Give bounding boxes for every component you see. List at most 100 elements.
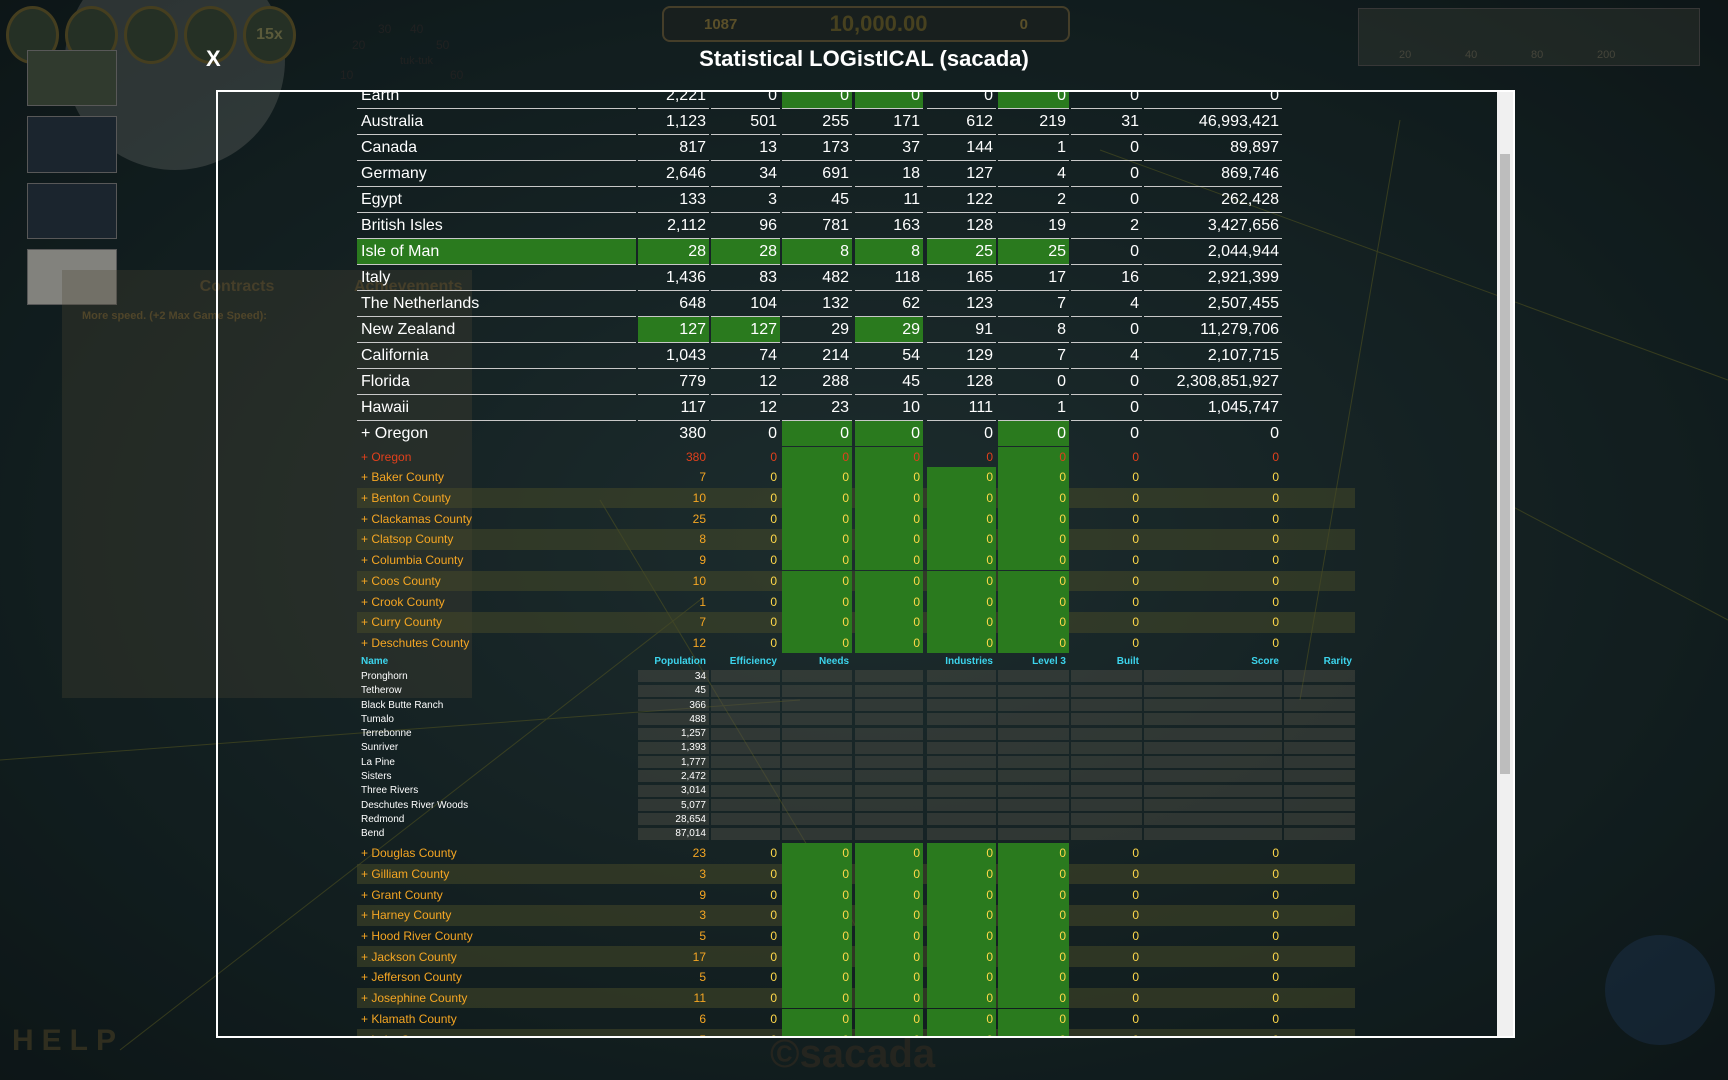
row-value: 0 [998,92,1069,108]
row-value: 129 [927,342,996,368]
county-row[interactable]: + Jackson County 17 0 0 0 0 0 0 0 [357,946,1355,968]
close-button[interactable]: X [206,46,221,71]
top-row: Australia 1,123 501 255 171 612 219 31 46,993,42… [357,108,1355,134]
thumbnail[interactable] [27,182,117,239]
row-value: 25 [927,238,996,264]
row-value: 1 [998,134,1069,160]
row-name: + Oregon [357,420,636,446]
city-cell-bg [998,713,1069,726]
row-name: Earth [357,92,636,108]
city-cell-bg [1144,827,1282,840]
county-row[interactable]: + Curry County 7 0 0 0 0 0 0 0 [357,611,1355,633]
city-row: La Pine 1,777 [357,755,1357,769]
row-value: 13 [711,134,780,160]
speed-gauge: 10 20 30 40 50 60 tuk-tuk [330,10,490,90]
city-cell-bg [1071,727,1142,740]
city-population: 1,777 [680,756,706,768]
thumbnail[interactable] [27,248,117,305]
city-cell-bg [1071,741,1142,754]
county-row[interactable]: + Baker County 7 0 0 0 0 0 0 0 [357,467,1355,488]
row-value: 0 [1272,866,1279,881]
row-name: + Clackamas County [361,511,473,526]
county-row[interactable]: + Benton County 10 0 0 0 0 0 0 0 [357,487,1355,509]
row-value: 62 [855,290,923,316]
city-cell-bg [927,670,996,683]
row-name: + Benton County [361,491,451,506]
county-row[interactable]: + Crook County 1 0 0 0 0 0 0 0 [357,591,1355,612]
thumbnail[interactable] [27,116,117,173]
row-value: 0 [855,420,923,446]
county-row[interactable]: + Deschutes County 12 0 0 0 0 0 0 0 [357,632,1355,654]
city-cell-bg [1071,756,1142,769]
row-value: 0 [711,1029,780,1036]
county-row[interactable]: + Klamath County 6 0 0 0 0 0 0 0 [357,1008,1355,1030]
row-value: 2,921,399 [1144,264,1282,290]
scroll-thumb[interactable] [1500,154,1510,774]
row-value: 0 [927,884,996,905]
row-value: 0 [1071,368,1142,394]
row-value: 0 [998,508,1069,530]
county-row[interactable]: + Jefferson County 5 0 0 0 0 0 0 0 [357,967,1355,988]
row-value: 12 [711,368,780,394]
top-row[interactable]: + Oregon 380 0 0 0 0 0 0 0 [357,420,1355,446]
city-row: Black Butte Ranch 366 [357,698,1357,712]
city-cell-bg [1144,713,1282,726]
row-name: + Jackson County [361,949,457,964]
row-name: Florida [357,368,636,394]
row-value: 0 [770,573,777,588]
row-value: 0 [927,549,996,571]
row-value: 0 [927,1029,996,1036]
city-cell-bg [782,741,852,754]
row-value: 817 [638,134,709,160]
speed-button[interactable]: 15x [242,6,297,64]
county-row[interactable]: + Hood River County 5 0 0 0 0 0 0 0 [357,925,1355,947]
row-value: 0 [1272,929,1279,944]
row-value: 0 [1071,186,1142,212]
top-row: Florida 779 12 288 45 128 0 0 2,308,851,927 [357,368,1355,394]
tab[interactable]: Contracts [199,278,275,295]
city-cell-bg [782,799,852,811]
row-value: 91 [927,316,996,342]
city-cell-bg [927,770,996,783]
row-value: 0 [1132,929,1139,944]
thumbnail[interactable] [27,50,117,107]
row-name: California [357,342,636,368]
city-name: Pronghorn [361,670,408,682]
row-value: 0 [1071,92,1142,108]
row-value: 0 [782,447,852,467]
county-row[interactable]: + Douglas County 23 0 0 0 0 0 0 0 [357,842,1355,864]
county-row[interactable]: + Columbia County 9 0 0 0 0 0 0 0 [357,549,1355,571]
city-cell-bg [782,713,852,726]
minimap: 20 40 80 200 [1358,8,1700,66]
tool-button[interactable] [183,6,237,64]
row-name: + Columbia County [361,553,464,568]
county-row[interactable]: + Grant County 9 0 0 0 0 0 0 0 [357,884,1355,905]
subgroup-row[interactable]: + Oregon 380 0 0 0 0 0 0 0 [357,447,1355,467]
county-row[interactable]: + Clatsop County 8 0 0 0 0 0 0 0 [357,529,1355,550]
county-row[interactable]: + Gilliam County 3 0 0 0 0 0 0 0 [357,863,1355,885]
row-name: + Lake County [357,1029,636,1036]
tool-button[interactable] [124,6,178,64]
county-row[interactable]: + Josephine County 11 0 0 0 0 0 0 0 [357,987,1355,1009]
row-value: 0 [998,447,1069,467]
county-row[interactable]: + Harney County 3 0 0 0 0 0 0 0 [357,905,1355,926]
city-row: Sisters 2,472 [357,769,1357,783]
scrollbar[interactable] [1497,92,1513,1036]
row-value: 0 [1071,134,1142,160]
city-cell-bg [855,756,923,769]
row-value: 0 [1132,991,1139,1006]
row-value: 0 [782,92,852,108]
city-cell-bg [1284,727,1355,740]
help[interactable]: HELP [12,1024,125,1057]
county-row[interactable]: + Clackamas County 25 0 0 0 0 0 0 0 [357,508,1355,530]
county-row[interactable]: + Coos County 10 0 0 0 0 0 0 0 [357,570,1355,592]
row-value: 0 [998,368,1069,394]
row-value: 219 [998,108,1069,134]
city-cell-bg [998,770,1069,783]
row-value: 0 [855,1029,923,1036]
city-name: Three Rivers [361,785,419,797]
city-cell-bg [998,741,1069,754]
row-value: 127 [711,316,780,342]
row-value: 0 [782,591,852,612]
